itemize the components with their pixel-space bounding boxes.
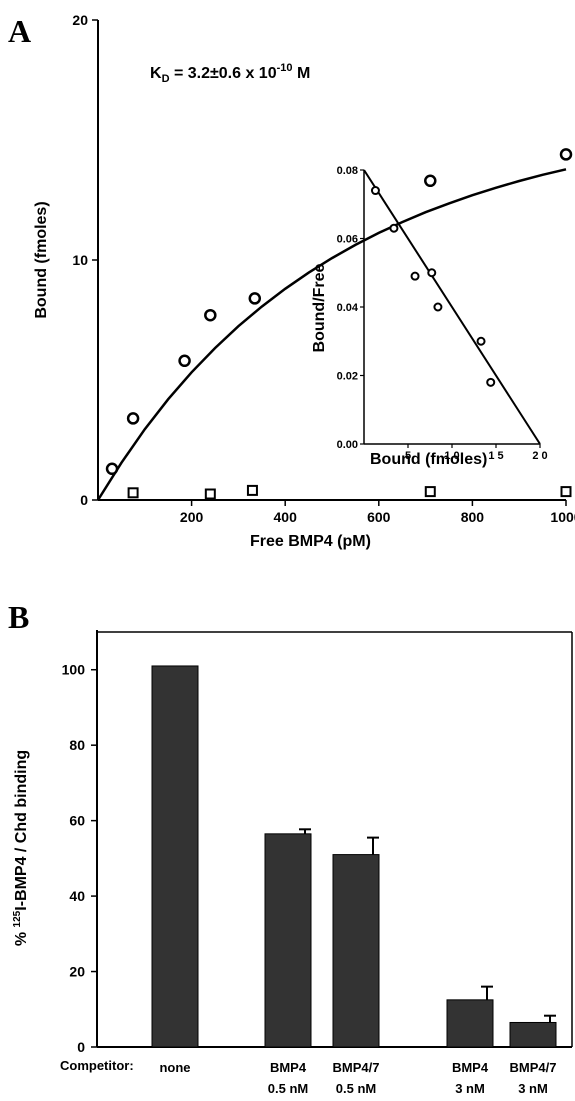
panel-a-x-tick-label: 400 (274, 509, 298, 525)
panel-b-category-concentration: 0.5 nM (336, 1081, 376, 1096)
panel-b-bar (509, 1021, 557, 1048)
inset-point (486, 377, 496, 387)
kd-annotation: KD = 3.2±0.6 x 10-10 M (150, 62, 310, 85)
panel-b-y-tick-label: 60 (69, 813, 85, 829)
panel-a-square-point (127, 487, 139, 499)
panel-b-bar (446, 999, 494, 1048)
panel-a-circle-point (204, 308, 217, 322)
inset-y-tick-label: 0.06 (337, 234, 358, 246)
inset-fit-line (363, 169, 541, 445)
panel-a-x-label: Free BMP4 (pM) (250, 533, 371, 550)
panel-b-bar (264, 833, 312, 1048)
panel-b-category-concentration: 3 nM (455, 1081, 485, 1096)
panel-a-circle-point (248, 292, 262, 305)
kd-subscript: D (162, 73, 170, 85)
inset-point (389, 223, 399, 233)
panel-b-y-tick-label: 0 (77, 1039, 85, 1055)
inset-point (433, 302, 443, 312)
panel-b-y-tick-label: 20 (69, 964, 85, 980)
inset-x-tick-label: 1 0 (444, 450, 459, 462)
panel-b-category-label: BMP4/7 (333, 1060, 380, 1075)
panel-b-plot: 0 20 40 60 80 100 none BMP4 0.5 nM BMP4/7 0.5 nM BM… (62, 662, 557, 1096)
panel-a-square-point (424, 486, 436, 498)
panel-a-fit-curve (96, 168, 567, 501)
panel-b-y-tick-label: 80 (69, 737, 85, 753)
inset-point (370, 186, 380, 196)
panel-b-category-label: BMP4/7 (510, 1060, 557, 1075)
panel-a-square-point (246, 484, 258, 496)
inset-point (427, 268, 437, 278)
panel-b-bar (332, 854, 380, 1048)
inset-y-label: Bound/Free (311, 263, 328, 352)
panel-a-y-tick-label: 10 (72, 252, 88, 268)
inset-point (410, 271, 420, 281)
inset-point (476, 336, 486, 346)
panel-a-label: A (8, 13, 31, 49)
inset-x-label: Bound (fmoles) (370, 451, 487, 468)
panel-b-category-concentration: 3 nM (518, 1081, 548, 1096)
panel-b-category-label: BMP4 (270, 1060, 307, 1075)
panel-b-bar (151, 665, 199, 1048)
panel-b-y-label-sup: 125 (12, 910, 23, 927)
inset-y-tick-label: 0.02 (337, 371, 358, 383)
panel-a-y-tick-label: 0 (80, 492, 88, 508)
inset-y-tick-label: 0.08 (337, 165, 358, 177)
panel-a-circle-point (424, 174, 437, 188)
inset-x-tick-label: 1 5 (488, 450, 503, 462)
panel-a-y-tick-label: 20 (72, 12, 88, 28)
inset-y-tick-label: 0.00 (337, 439, 358, 451)
inset-plot: 0.00 0.02 0.04 0.06 0.08 5 1 0 1 5 2 0 (337, 165, 548, 462)
panel-a-circle-point (559, 148, 573, 161)
panel-a-x-tick-label: 200 (180, 509, 204, 525)
panel-b-y-label: % 125I-BMP4 / Chd binding (12, 750, 30, 946)
inset-y-tick-label: 0.04 (337, 302, 359, 314)
panel-a-square-point (560, 486, 572, 498)
panel-b-category-label: none (159, 1060, 190, 1075)
panel-b-category-label: BMP4 (452, 1060, 489, 1075)
panel-b-category-concentration: 0.5 nM (268, 1081, 308, 1096)
panel-a-circle-point (126, 412, 140, 425)
panel-a-x-tick-label: 800 (461, 509, 485, 525)
inset-x-tick-label: 2 0 (532, 450, 547, 462)
panel-a-square-point (204, 488, 216, 500)
panel-a-x-tick-label: 600 (367, 509, 391, 525)
panel-b-label: B (8, 599, 29, 635)
inset-x-tick-label: 5 (405, 450, 411, 462)
panel-b-y-tick-label: 40 (69, 888, 85, 904)
panel-a-circle-point (178, 354, 191, 368)
competitor-label: Competitor: (60, 1058, 134, 1073)
panel-a-y-label: Bound (fmoles) (33, 201, 50, 318)
panel-a-circle-point (105, 462, 119, 476)
panel-b-y-tick-label: 100 (62, 662, 86, 678)
